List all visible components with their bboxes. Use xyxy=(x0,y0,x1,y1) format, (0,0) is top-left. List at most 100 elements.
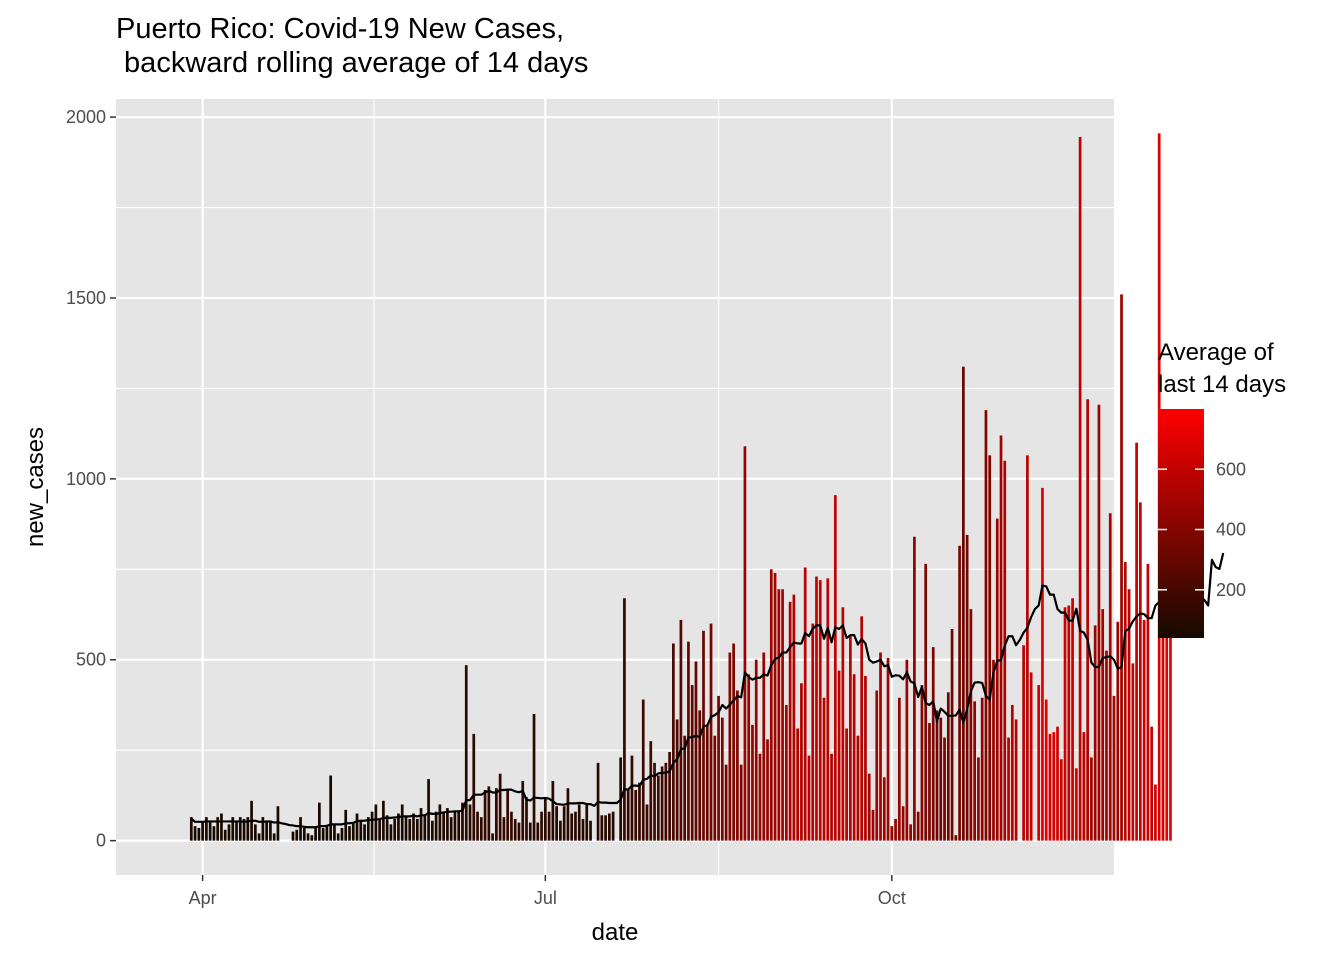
bar xyxy=(980,697,984,841)
bar xyxy=(630,755,634,841)
bar xyxy=(570,813,574,841)
legend-title-line-2: last 14 days xyxy=(1158,371,1286,398)
bar xyxy=(781,589,784,841)
bar xyxy=(276,806,280,841)
bar xyxy=(939,717,943,841)
bar xyxy=(1003,460,1007,841)
bar xyxy=(683,735,687,841)
bar xyxy=(875,690,879,841)
bar xyxy=(882,777,886,841)
bar xyxy=(788,601,792,841)
bar xyxy=(784,704,788,841)
bar xyxy=(314,826,317,841)
bar xyxy=(449,817,453,841)
bar xyxy=(675,719,679,841)
bar xyxy=(318,802,321,841)
bar xyxy=(457,811,461,841)
bar xyxy=(999,435,1003,841)
bar xyxy=(653,762,656,841)
bar xyxy=(1052,732,1056,841)
bar xyxy=(333,824,336,841)
bar xyxy=(295,829,299,841)
bar xyxy=(378,818,381,841)
chart-title-line-1: Puerto Rico: Covid-19 New Cases, xyxy=(116,13,565,45)
bar xyxy=(491,833,494,841)
bar xyxy=(329,775,333,841)
bar xyxy=(837,670,841,841)
bar xyxy=(351,822,355,841)
bar xyxy=(660,766,664,841)
bar xyxy=(950,628,954,841)
legend-title-line-1: Average of xyxy=(1158,339,1274,366)
bar xyxy=(1146,563,1150,841)
bar xyxy=(193,826,197,841)
chart-title: Puerto Rico: Covid-19 New Cases, backwar… xyxy=(116,12,588,80)
bar xyxy=(340,827,344,841)
bar xyxy=(611,811,615,841)
bar xyxy=(717,695,720,841)
bar xyxy=(822,697,826,841)
bar xyxy=(344,809,348,841)
bar xyxy=(434,811,438,841)
bar xyxy=(393,818,397,841)
bar xyxy=(253,824,257,841)
bar xyxy=(796,728,800,841)
rolling-average-line xyxy=(190,552,1225,829)
bar xyxy=(310,835,314,841)
bar xyxy=(521,780,525,841)
bar xyxy=(977,757,980,841)
bar xyxy=(1161,547,1165,841)
bar xyxy=(1169,437,1172,841)
bar xyxy=(385,815,389,841)
bar xyxy=(777,589,781,841)
bar xyxy=(973,701,977,841)
bar xyxy=(641,699,645,841)
bar xyxy=(1059,759,1063,841)
bar xyxy=(197,827,201,841)
bar xyxy=(325,826,329,841)
bar xyxy=(649,741,653,841)
bar xyxy=(1022,645,1025,841)
bar xyxy=(1082,732,1086,841)
bar xyxy=(359,820,363,841)
bar xyxy=(543,797,547,841)
bar xyxy=(363,824,366,841)
bar xyxy=(1037,685,1041,841)
bar xyxy=(1063,607,1067,841)
bar xyxy=(751,724,754,841)
bar xyxy=(1056,726,1059,841)
bar xyxy=(1014,719,1018,841)
bar xyxy=(562,806,566,841)
bar xyxy=(743,446,747,841)
bar xyxy=(969,609,973,841)
bar xyxy=(246,817,250,841)
bar xyxy=(705,724,709,841)
bar xyxy=(464,665,468,841)
bar xyxy=(495,788,498,841)
color-legend: Average of last 14 days 200 400 600 xyxy=(1158,339,1286,638)
bar xyxy=(408,818,412,841)
bar xyxy=(389,824,393,841)
bar xyxy=(672,643,675,841)
bar xyxy=(1041,487,1044,841)
bar xyxy=(461,802,464,841)
bar xyxy=(355,813,359,841)
bar xyxy=(1105,650,1108,841)
bar xyxy=(728,652,732,841)
bar xyxy=(483,789,487,841)
y-tick-label: 2000 xyxy=(66,107,106,127)
bar xyxy=(1071,598,1074,841)
bar xyxy=(913,536,916,841)
bar xyxy=(754,659,758,841)
bar xyxy=(984,410,988,841)
bar xyxy=(585,804,589,841)
bar xyxy=(404,817,408,841)
bar xyxy=(965,534,969,841)
y-tick-label: 1000 xyxy=(66,469,106,489)
bar xyxy=(525,797,528,841)
bar xyxy=(645,804,649,841)
bar xyxy=(321,827,325,841)
bar xyxy=(935,710,939,841)
bar xyxy=(773,572,777,841)
bar xyxy=(931,647,935,841)
